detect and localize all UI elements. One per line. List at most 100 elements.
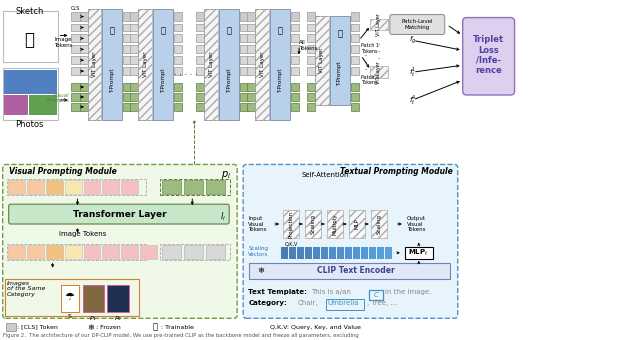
Text: T-Prompt: T-Prompt: [337, 62, 342, 86]
Bar: [307, 83, 315, 91]
Bar: [307, 103, 315, 111]
Text: : [CLS] Token: : [CLS] Token: [17, 325, 58, 330]
Bar: [240, 93, 248, 101]
Bar: [4, 70, 56, 94]
Bar: [291, 12, 299, 20]
Text: Triplet
Loss
/Infe-
rence: Triplet Loss /Infe- rence: [473, 35, 504, 75]
Bar: [240, 34, 248, 42]
Bar: [240, 103, 248, 111]
Text: 🔥: 🔥: [337, 29, 342, 38]
Bar: [124, 93, 131, 101]
Text: Scaling
Vectors: Scaling Vectors: [248, 246, 269, 257]
Bar: [247, 45, 255, 53]
Text: : Frozen: : Frozen: [97, 325, 121, 330]
Bar: [174, 83, 182, 91]
Bar: [174, 12, 182, 20]
Bar: [291, 83, 299, 91]
Bar: [124, 83, 131, 91]
Bar: [196, 83, 204, 91]
Bar: [337, 247, 344, 259]
Bar: [305, 247, 312, 259]
Bar: [345, 247, 352, 259]
Bar: [307, 67, 315, 75]
Text: ·
·
·: · · ·: [378, 42, 380, 62]
Bar: [305, 210, 321, 238]
Text: T-Prompt: T-Prompt: [278, 69, 283, 93]
FancyBboxPatch shape: [243, 165, 458, 318]
Bar: [45, 245, 63, 259]
Bar: [240, 23, 248, 32]
Bar: [79, 93, 88, 101]
Bar: [247, 56, 255, 64]
Bar: [204, 8, 218, 120]
Bar: [161, 244, 230, 260]
Text: T-Prompt: T-Prompt: [110, 69, 115, 93]
Bar: [240, 83, 248, 91]
Bar: [79, 23, 88, 32]
Bar: [247, 34, 255, 42]
Bar: [131, 34, 138, 42]
Bar: [122, 180, 138, 194]
Bar: [247, 83, 255, 91]
Text: ViT Layer: ViT Layer: [319, 48, 324, 73]
Bar: [351, 83, 359, 91]
Bar: [291, 23, 299, 32]
Bar: [83, 180, 100, 194]
Bar: [3, 11, 58, 62]
Bar: [291, 103, 299, 111]
Bar: [131, 56, 138, 64]
Text: ❄: ❄: [87, 323, 94, 332]
Text: Output
Visual
Tokens: Output Visual Tokens: [407, 216, 426, 232]
Bar: [83, 285, 104, 312]
Text: S: S: [68, 314, 72, 319]
Bar: [291, 56, 299, 64]
Text: 🔥: 🔥: [110, 27, 115, 35]
Bar: [70, 45, 79, 53]
Bar: [174, 67, 182, 75]
Text: ☂: ☂: [65, 292, 74, 303]
Text: CLS: CLS: [70, 6, 79, 11]
Bar: [65, 245, 81, 259]
Text: ❄: ❄: [258, 266, 264, 275]
Bar: [79, 12, 88, 20]
Bar: [65, 180, 81, 194]
Bar: [184, 180, 204, 194]
Bar: [196, 12, 204, 20]
Bar: [249, 263, 450, 278]
Text: ViT Layer: ViT Layer: [209, 51, 214, 77]
Bar: [29, 95, 56, 115]
Bar: [138, 8, 152, 120]
Text: $l_i$: $l_i$: [220, 210, 226, 223]
Bar: [315, 16, 329, 105]
Text: $P_1$: $P_1$: [90, 314, 97, 323]
Text: T-Prompt: T-Prompt: [227, 69, 232, 93]
Bar: [349, 210, 365, 238]
Bar: [371, 210, 387, 238]
Bar: [291, 93, 299, 101]
Bar: [174, 34, 182, 42]
Bar: [330, 16, 350, 105]
Text: Patch 1
Tokens: Patch 1 Tokens: [361, 43, 379, 54]
Bar: [163, 180, 181, 194]
Bar: [351, 56, 359, 64]
Bar: [79, 34, 88, 42]
Bar: [131, 45, 138, 53]
Bar: [131, 83, 138, 91]
FancyBboxPatch shape: [390, 15, 445, 34]
Text: $p_i$: $p_i$: [221, 169, 231, 182]
Bar: [102, 245, 120, 259]
Text: Multiply: Multiply: [332, 213, 337, 235]
Bar: [122, 245, 138, 259]
Bar: [370, 66, 388, 78]
Bar: [108, 285, 129, 312]
Bar: [351, 103, 359, 111]
Text: 🔥: 🔥: [161, 27, 166, 35]
Bar: [270, 8, 290, 120]
Text: Visual Prompting Module: Visual Prompting Module: [9, 167, 116, 176]
Text: ViT Layer: ViT Layer: [143, 51, 148, 77]
Bar: [102, 180, 120, 194]
Text: in the image.: in the image.: [385, 289, 431, 294]
Bar: [351, 23, 359, 32]
Text: Sketch: Sketch: [15, 7, 44, 16]
Text: T-Prompt: T-Prompt: [161, 69, 166, 93]
